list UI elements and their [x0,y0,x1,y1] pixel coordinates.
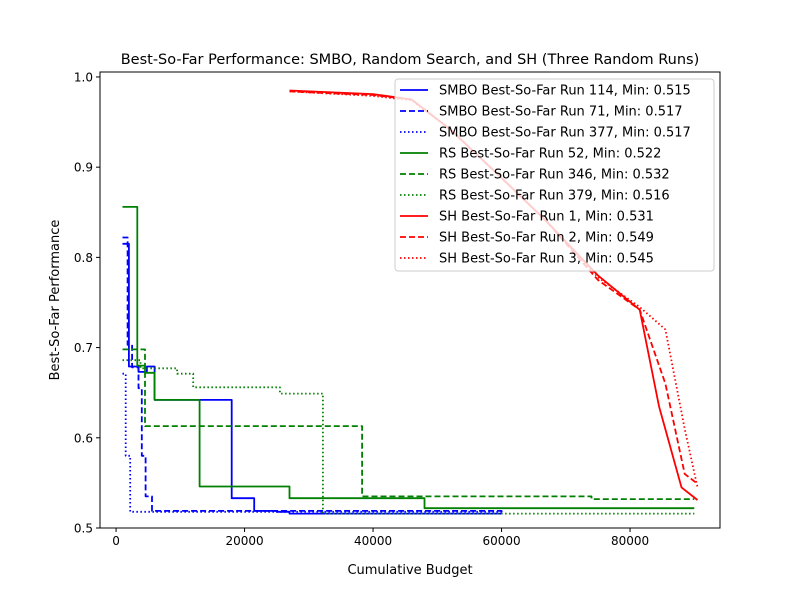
y-axis: 0.5 0.6 0.7 0.8 0.9 1.0 [74,70,100,536]
x-tick-label: 80000 [611,534,649,548]
series-line-1 [122,242,503,515]
legend-label: SMBO Best-So-Far Run 71, Min: 0.517 [439,105,683,120]
x-axis: 0 20000 40000 60000 80000 [112,528,649,548]
x-tick-label: 40000 [354,534,392,548]
x-tick-label: 20000 [225,534,263,548]
y-tick-label: 0.5 [74,522,93,536]
legend-label: SH Best-So-Far Run 1, Min: 0.531 [439,210,654,225]
legend-label: SH Best-So-Far Run 2, Min: 0.549 [439,231,654,246]
y-tick-label: 0.9 [74,161,93,175]
series-line-6 [122,359,695,515]
series-line-2 [122,236,503,513]
chart-title: Best-So-Far Performance: SMBO, Random Se… [121,52,700,68]
legend-label: RS Best-So-Far Run 52, Min: 0.522 [439,147,661,162]
x-axis-label: Cumulative Budget [347,563,472,578]
plot-frame [99,71,721,529]
legend: SMBO Best-So-Far Run 114, Min: 0.515 SMBO… [394,78,715,272]
legend-label: SMBO Best-So-Far Run 377, Min: 0.517 [439,126,691,141]
legend-label: SMBO Best-So-Far Run 114, Min: 0.515 [439,84,691,99]
series-line-5 [122,348,695,500]
y-tick-label: 1.0 [74,70,93,84]
legend-label: RS Best-So-Far Run 379, Min: 0.516 [439,189,670,204]
y-tick-label: 0.7 [74,341,93,355]
series-line-3 [122,372,503,513]
legend-label: RS Best-So-Far Run 346, Min: 0.532 [439,168,670,183]
x-tick-label: 60000 [482,534,520,548]
y-axis-label: Best-So-Far Performance [48,220,63,381]
y-tick-label: 0.6 [74,431,93,445]
series-line-4 [122,206,695,510]
legend-label: SH Best-So-Far Run 3, Min: 0.545 [439,252,654,267]
y-tick-label: 0.8 [74,251,93,265]
legend-box [394,78,715,272]
x-tick-label: 0 [112,534,120,548]
